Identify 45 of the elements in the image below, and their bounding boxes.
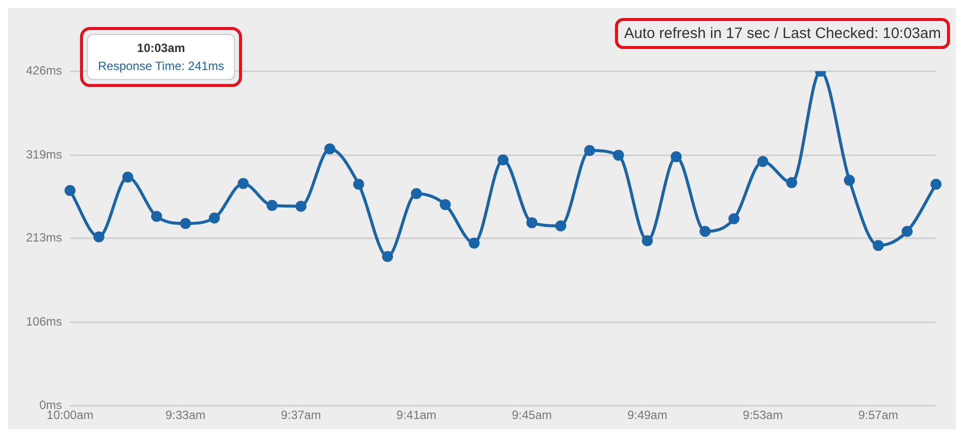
x-tick-label: 9:45am (512, 408, 552, 422)
point (151, 210, 162, 222)
point (728, 213, 740, 224)
point (266, 200, 278, 211)
annotation: Response Time: 241ms (98, 58, 224, 76)
point (757, 156, 768, 167)
y-tick-label: 426ms (26, 64, 62, 78)
x-tick-label: 9:49am (627, 408, 668, 422)
point (612, 150, 624, 161)
x-tick-label: 9:33am (165, 408, 206, 422)
point (584, 144, 596, 156)
x-tick-label: 9:37am (280, 408, 321, 422)
x-tick-label: 9:41am (396, 408, 436, 422)
point (440, 199, 451, 210)
point (526, 217, 538, 228)
point (180, 218, 191, 229)
point (468, 238, 480, 249)
point (498, 154, 509, 166)
point (902, 226, 913, 237)
tooltip-outline: 10:03am Response Time: 241ms (80, 27, 242, 88)
point (64, 185, 76, 196)
y-tick-label: 106ms (26, 314, 62, 329)
point (786, 177, 798, 188)
point (353, 178, 364, 190)
point (295, 200, 306, 212)
point (844, 174, 855, 186)
x-tick-label: 9:57am (858, 408, 898, 422)
point (872, 240, 884, 251)
point (382, 250, 394, 262)
point (930, 178, 942, 190)
point (238, 178, 249, 189)
y-tick-label: 319ms (26, 148, 62, 162)
chart-subtitle: Auto refresh in 17 sec / Last Checked: 10:03am (624, 25, 941, 42)
point (670, 151, 682, 162)
point (208, 212, 220, 224)
point (700, 226, 711, 237)
point (93, 231, 104, 242)
point (324, 143, 336, 154)
point (555, 220, 566, 232)
point (642, 235, 653, 246)
point (122, 172, 134, 183)
point (410, 188, 422, 200)
x-tick-label: 9:53am (742, 408, 783, 422)
y-tick-label: 213ms (26, 230, 62, 245)
highlight-outline: Auto refresh in 17 sec / Last Checked: 10:03am (615, 18, 950, 49)
